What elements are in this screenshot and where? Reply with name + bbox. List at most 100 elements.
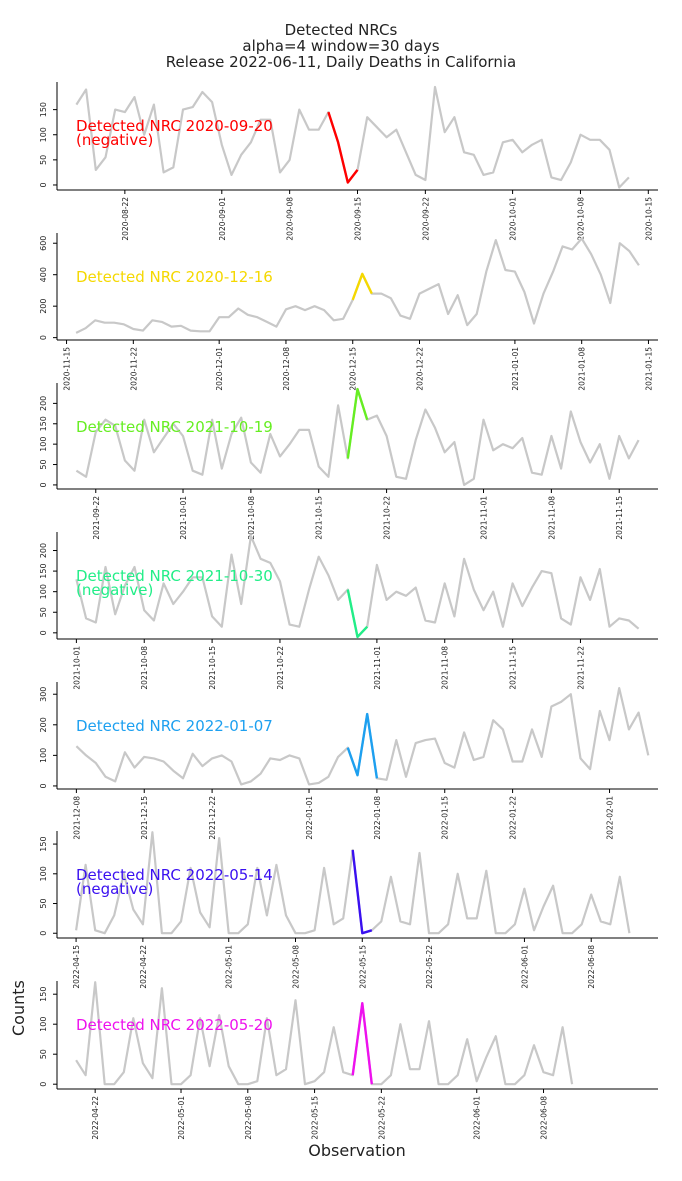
x-tick-label: 2021-10-22: [383, 496, 392, 540]
y-tick-label: 0: [39, 482, 48, 487]
y-tick-label: 0: [39, 630, 48, 635]
nrc-annotation: (negative): [76, 880, 153, 898]
x-tick-label: 2020-08-22: [121, 197, 130, 241]
x-tick-label: 2022-01-08: [373, 796, 382, 840]
y-tick-label: 50: [39, 155, 48, 165]
x-tick-label: 2021-11-01: [373, 646, 382, 690]
y-tick-label: 150: [39, 836, 48, 851]
nrc-annotation: Detected NRC 2022-05-14: [76, 866, 273, 884]
y-tick-label: 50: [39, 459, 48, 469]
x-tick-label: 2022-05-08: [291, 945, 300, 989]
x-tick-label: 2022-01-22: [509, 796, 518, 840]
y-tick-label: 200: [39, 543, 48, 558]
series-line: [75, 686, 650, 786]
x-tick-label: 2021-12-22: [208, 796, 217, 840]
x-tick-label: 2021-01-08: [578, 347, 587, 391]
x-tick-label: 2020-11-15: [63, 347, 72, 391]
nrc-highlight-segment: [346, 712, 379, 779]
nrc-highlight-segment: [327, 111, 359, 184]
y-tick-label: 0: [39, 1082, 48, 1087]
x-tick-label: 2022-06-01: [520, 945, 529, 989]
x-tick-label: 2022-04-22: [91, 1096, 100, 1140]
y-tick-label: 50: [39, 1049, 48, 1059]
x-tick-label: 2022-02-01: [606, 796, 615, 840]
y-tick-label: 50: [39, 898, 48, 908]
nrc-annotation: Detected NRC 2020-09-20: [76, 117, 273, 135]
y-tick-label: 200: [39, 396, 48, 411]
series-line: [75, 388, 640, 486]
y-tick-label: 150: [39, 987, 48, 1002]
panel-7: 0 50 100 150 2022-04-22 2022-05-01 2022-05-08 2…: [39, 981, 658, 1140]
y-tick-label: 0: [39, 931, 48, 936]
x-tick-label: 2020-09-08: [286, 197, 295, 241]
x-tick-label: 2022-06-01: [473, 1096, 482, 1140]
chart-subtitle-params: alpha=4 window=30 days: [242, 37, 440, 55]
x-tick-label: 2022-06-08: [540, 1096, 549, 1140]
panel-3: 0 50 100 150 200 2021-09-22 2021-10-01 2021-10-…: [39, 383, 658, 540]
x-tick-label: 2021-11-08: [441, 646, 450, 690]
y-tick-label: 300: [39, 687, 48, 702]
nrc-annotation: Detected NRC 2020-12-16: [76, 268, 273, 286]
x-tick-label: 2021-10-15: [315, 496, 324, 540]
y-tick-label: 400: [39, 267, 48, 282]
nrc-annotation: Detected NRC 2022-05-20: [76, 1016, 273, 1034]
nrc-highlight-segment: [351, 272, 373, 301]
x-tick-label: 2022-05-22: [377, 1096, 386, 1140]
x-tick-label: 2020-12-01: [215, 347, 224, 391]
x-tick-label: 2021-01-15: [644, 347, 653, 391]
y-tick-label: 100: [39, 866, 48, 881]
x-tick-label: 2020-11-22: [129, 347, 138, 391]
y-tick-label: 100: [39, 1017, 48, 1032]
y-tick-label: 200: [39, 299, 48, 314]
x-tick-label: 2020-09-15: [354, 197, 363, 241]
x-tick-label: 2021-09-22: [92, 496, 101, 540]
x-tick-label: 2022-06-08: [587, 945, 596, 989]
y-axis-label: Counts: [9, 980, 28, 1036]
x-tick-label: 2020-12-22: [416, 347, 425, 391]
x-tick-label: 2021-10-22: [276, 646, 285, 690]
nrc-annotation: Detected NRC 2022-01-07: [76, 717, 273, 735]
y-tick-label: 100: [39, 584, 48, 599]
x-tick-label: 2020-09-22: [421, 197, 430, 241]
y-tick-label: 200: [39, 717, 48, 732]
x-tick-label: 2020-10-08: [576, 197, 585, 241]
x-tick-label: 2022-05-08: [244, 1096, 253, 1140]
panel-4: 0 50 100 150 200 2021-10-01 2021-10-08 2021-10-…: [39, 532, 658, 690]
x-tick-label: 2021-11-15: [615, 496, 624, 540]
y-tick-label: 0: [39, 783, 48, 788]
y-tick-label: 150: [39, 102, 48, 117]
x-tick-label: 2020-12-15: [349, 347, 358, 391]
x-tick-label: 2022-05-01: [177, 1096, 186, 1140]
y-tick-label: 150: [39, 563, 48, 578]
nrc-highlight-segment: [346, 589, 369, 639]
series-line: [75, 981, 574, 1086]
nrc-annotation: (negative): [76, 131, 153, 149]
x-axis-label: Observation: [308, 1141, 406, 1160]
y-tick-label: 0: [39, 182, 48, 187]
x-tick-label: 2021-12-15: [140, 796, 149, 840]
x-tick-label: 2021-12-08: [72, 796, 81, 840]
panel-1: 0 50 100 150 2020-08-22 2020-09-01 2020-09-08 2…: [39, 82, 658, 241]
x-tick-label: 2021-11-22: [576, 646, 585, 690]
x-tick-label: 2022-05-01: [225, 945, 234, 989]
x-tick-label: 2022-05-22: [425, 945, 434, 989]
x-tick-label: 2021-10-08: [247, 496, 256, 540]
x-tick-label: 2021-11-08: [547, 496, 556, 540]
x-tick-label: 2022-04-22: [139, 945, 148, 989]
nrc-annotation: Detected NRC 2021-10-19: [76, 418, 273, 436]
x-tick-label: 2021-10-08: [140, 646, 149, 690]
x-tick-label: 2021-10-15: [208, 646, 217, 690]
panel-5: 0 100 200 300 2021-12-08 2021-12-15 2021-12-22…: [39, 682, 658, 840]
panel-6: 0 50 100 150 2022-04-15 2022-04-22 2022-05-01 2…: [39, 831, 658, 989]
x-tick-label: 2022-05-15: [358, 945, 367, 989]
y-tick-label: 150: [39, 416, 48, 431]
x-tick-label: 2020-10-01: [509, 197, 518, 241]
nrc-highlight-segment: [346, 387, 369, 459]
y-tick-label: 0: [39, 335, 48, 340]
x-tick-label: 2021-01-01: [511, 347, 520, 391]
x-tick-label: 2022-01-15: [441, 796, 450, 840]
x-tick-label: 2021-11-01: [480, 496, 489, 540]
nrc-highlight-segment: [351, 1002, 373, 1085]
